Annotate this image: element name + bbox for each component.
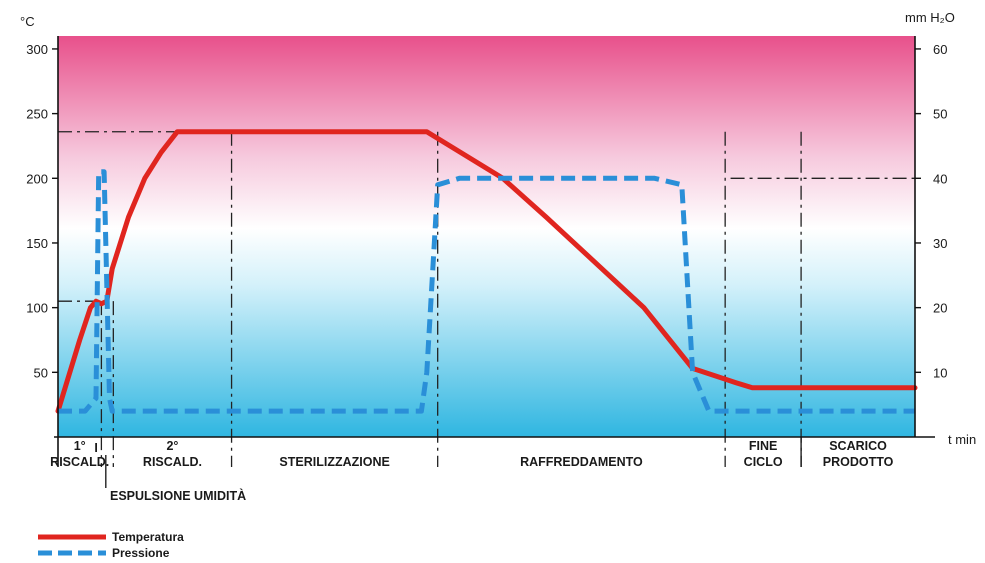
plot-background [58, 36, 915, 437]
phase-label: RAFFREDDAMENTO [520, 455, 643, 469]
phase-label: RISCALD. [143, 455, 202, 469]
y-right-tick-label: 40 [933, 171, 947, 186]
x-axis-label: t min [948, 432, 976, 447]
series-pressione [58, 169, 915, 414]
y-right-tick-label: 60 [933, 42, 947, 57]
phase-label: STERILIZZAZIONE [279, 455, 389, 469]
y-left-tick-label: 150 [26, 236, 48, 251]
y-right-tick-label: 20 [933, 301, 947, 316]
y-left-tick-label: 300 [26, 42, 48, 57]
phase-sub-label: I [94, 441, 97, 455]
phase-sub-label: 2° [166, 439, 178, 453]
legend: Temperatura Pressione [38, 530, 184, 560]
phase-label: SCARICO [829, 439, 887, 453]
phase-sub-label: 1° [74, 439, 86, 453]
legend-press-label: Pressione [112, 546, 170, 560]
phase-label: RISCALD. [50, 455, 109, 469]
y-right-tick-label: 10 [933, 365, 947, 380]
y-left-tick-label: 100 [26, 301, 48, 316]
y-right-tick-label: 30 [933, 236, 947, 251]
legend-temp-label: Temperatura [112, 530, 184, 544]
phase-label: ESPULSIONE UMIDITÀ [110, 488, 246, 503]
y-axis-right-label: mm H₂O [905, 10, 955, 25]
y-left-tick-label: 200 [26, 171, 48, 186]
y-axis-left-label: °C [20, 14, 35, 29]
phase-label: CICLO [744, 455, 783, 469]
y-left-tick-label: 250 [26, 107, 48, 122]
phase-label: FINE [749, 439, 777, 453]
y-right-tick-label: 50 [933, 107, 947, 122]
phase-label: PRODOTTO [823, 455, 894, 469]
y-left-tick-label: 50 [34, 365, 48, 380]
